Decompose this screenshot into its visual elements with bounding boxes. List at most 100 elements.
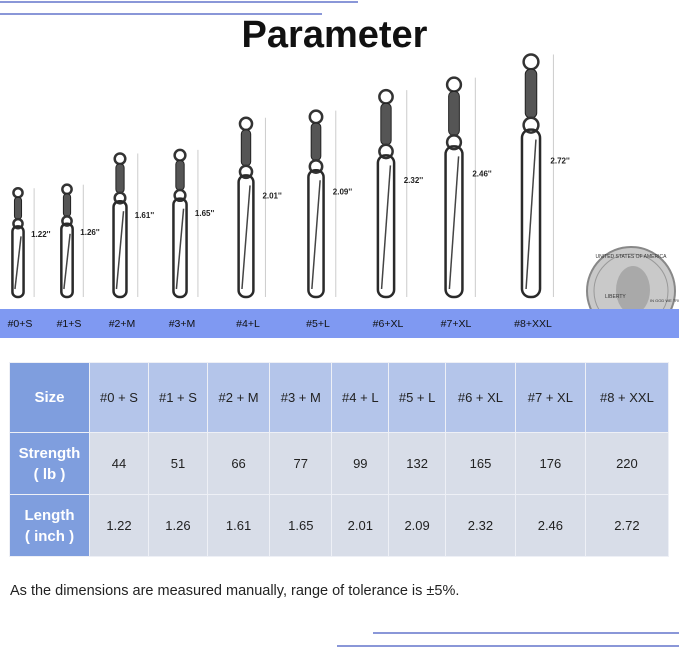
value-cell: 51 (147, 432, 208, 495)
length-label: 2.46'' (472, 169, 491, 178)
size-cell: #4 + L (331, 362, 390, 433)
size-label-band: #0+S #1+S #2+M #3+M #4+L #5+L #6+XL #7+XL #8+XXL (0, 309, 679, 338)
ring-icon (522, 53, 540, 71)
coin-portrait (616, 266, 650, 310)
value-cell: 220 (584, 432, 670, 495)
decor-line (373, 632, 679, 634)
ring-icon (378, 88, 394, 105)
band-size-label: #6+XL (372, 318, 404, 330)
coin-text: UNITED STATES OF AMERICA (596, 254, 668, 260)
value-cell: 2.72 (584, 494, 670, 557)
snap-icon (307, 169, 325, 299)
value-cell: 1.22 (89, 494, 149, 557)
size-cell: #5 + L (388, 362, 446, 433)
barrel-icon (310, 122, 322, 161)
value-cell: 66 (206, 432, 271, 495)
length-label: 2.09'' (333, 188, 352, 197)
snap-wire (380, 165, 392, 290)
coin-rim (593, 253, 669, 310)
snap-icon (60, 222, 74, 299)
table-row: Length( inch ) 1.22 1.26 1.61 1.65 2.01 2.09 2… (9, 494, 670, 557)
row-label-text: Strength (18, 444, 81, 462)
band-size-label: #1+S (56, 318, 82, 330)
ring-icon (445, 134, 463, 151)
ring-icon (238, 164, 254, 180)
snap-icon (172, 197, 188, 299)
ring-icon (308, 159, 324, 174)
band-size-label: #0+S (7, 318, 33, 330)
size-cell: #6 + XL (445, 362, 516, 433)
value-cell: 176 (514, 432, 586, 495)
snap-wire (175, 208, 185, 290)
coin-text: IN GOD WE TRUST (650, 298, 679, 303)
length-label: 2.72'' (550, 157, 569, 166)
band-size-label: #3+M (168, 318, 196, 330)
ring-icon (12, 217, 24, 230)
value-cell: 2.32 (445, 494, 516, 557)
snap-wire (63, 233, 71, 290)
size-cell: #0 + S (89, 362, 149, 433)
snap-icon (112, 199, 128, 299)
ring-icon (173, 148, 187, 162)
snap-icon (376, 154, 396, 299)
length-label: 1.22'' (31, 230, 50, 239)
ring-icon (378, 143, 394, 160)
size-cell: #7 + XL (514, 362, 586, 433)
value-cell: 2.01 (331, 494, 390, 557)
ring-icon (522, 116, 540, 134)
band-size-label: #5+L (306, 318, 330, 330)
value-cell: 99 (331, 432, 390, 495)
ring-icon (113, 152, 127, 166)
ring-icon (61, 183, 73, 196)
snap-wire (115, 211, 125, 290)
snap-wire (14, 236, 22, 290)
decor-line (0, 1, 358, 3)
page-title: Parameter (241, 14, 428, 56)
size-cell: #2 + M (206, 362, 271, 433)
snap-wire (525, 139, 537, 290)
value-cell: 77 (269, 432, 333, 495)
barrel-icon (524, 68, 538, 119)
ring-icon (238, 116, 254, 132)
ring-icon (61, 215, 73, 227)
snap-icon (444, 145, 464, 299)
table-row: Strength ( lb ) 44 51 66 77 99 132 165 176 220 (9, 432, 670, 495)
decor-line (0, 13, 322, 15)
band-size-label: #8+XXL (514, 318, 552, 330)
band-size-label: #7+XL (440, 318, 472, 330)
row-label: Strength ( lb ) (9, 432, 90, 495)
ring-icon (12, 186, 24, 199)
band-size-label: #2+M (108, 318, 136, 330)
coin-text: LIBERTY (605, 294, 626, 300)
size-cell: #3 + M (269, 362, 333, 433)
decor-line (337, 645, 679, 647)
length-label: 1.26'' (80, 228, 99, 237)
value-cell: 2.46 (514, 494, 586, 557)
value-cell: 132 (388, 432, 446, 495)
row-label: Length ( inch ) (9, 494, 90, 557)
value-cell: 44 (89, 432, 149, 495)
length-label: 1.65'' (195, 209, 214, 218)
row-unit: ( inch ) (24, 527, 75, 545)
tolerance-note: As the dimensions are measured manually,… (10, 583, 460, 599)
snap-icon (11, 225, 25, 299)
band-size-label: #4+L (236, 318, 260, 330)
barrel-icon (448, 90, 460, 136)
barrel-icon (13, 196, 23, 220)
snap-icon (237, 174, 255, 299)
value-cell: 1.26 (147, 494, 208, 557)
row-unit: ( lb ) (33, 465, 66, 483)
parameter-table: Size #0 + S #1 + S #2 + M #3 + M #4 + L #5 + … (9, 362, 670, 557)
value-cell: 1.65 (269, 494, 333, 557)
ring-icon (445, 76, 463, 93)
row-label-text: Length (24, 506, 75, 524)
snap-wire (448, 156, 460, 290)
value-cell: 2.09 (388, 494, 446, 557)
length-label: 2.32'' (404, 176, 423, 185)
table-header-row: Size #0 + S #1 + S #2 + M #3 + M #4 + L #5 + … (9, 362, 670, 433)
barrel-icon (175, 160, 185, 191)
length-label: 2.01'' (262, 191, 281, 200)
swivel-illustration: 1.22'' 1.26'' 1.61'' 1.65'' 2.01'' 2.09'' 2.32… (11, 53, 679, 310)
value-cell: 1.61 (206, 494, 271, 557)
